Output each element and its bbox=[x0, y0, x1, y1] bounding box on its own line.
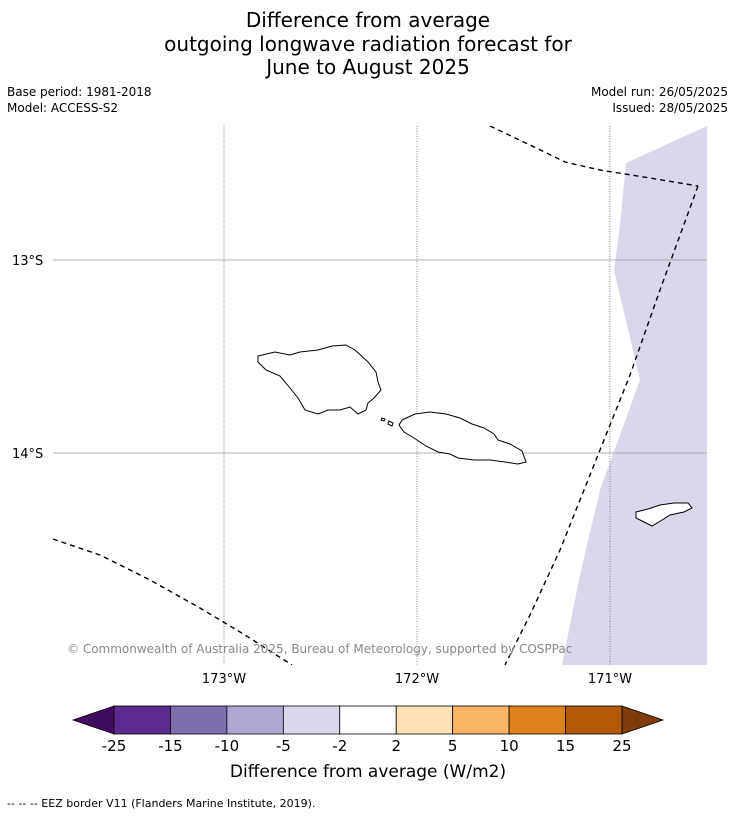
map-figure: © Commonwealth of Australia 2025, Bureau… bbox=[12, 126, 707, 755]
eez-border-north bbox=[489, 126, 699, 187]
colorbar-tick-label: 10 bbox=[500, 737, 519, 755]
colorbar-box bbox=[282, 705, 341, 735]
colorbar-box bbox=[395, 705, 454, 735]
graticule bbox=[53, 259, 707, 454]
colorbar-box bbox=[170, 705, 228, 735]
base-period: Base period: 1981-2018 bbox=[7, 85, 152, 99]
island-manono bbox=[387, 420, 394, 427]
island-upolu bbox=[398, 411, 527, 465]
title-line-3: June to August 2025 bbox=[266, 55, 470, 79]
model-name: Model: ACCESS-S2 bbox=[7, 101, 119, 115]
colorbar-extend-high bbox=[621, 705, 665, 735]
colorbar-tick-label: -5 bbox=[276, 737, 291, 755]
colorbar-box bbox=[113, 705, 171, 735]
island-savaii bbox=[257, 344, 382, 415]
olr-anomaly-region bbox=[562, 126, 707, 665]
colorbar-box bbox=[508, 705, 566, 735]
lat-label-13s: 13°S bbox=[12, 254, 43, 269]
issued-date: Issued: 28/05/2025 bbox=[612, 101, 728, 115]
island-apolima bbox=[380, 417, 386, 422]
lat-label-14s: 14°S bbox=[12, 447, 43, 462]
eez-legend: -- -- -- EEZ border V11 (Flanders Marine… bbox=[7, 797, 316, 810]
title-line-1: Difference from average bbox=[245, 8, 491, 32]
colorbar-tick-label: -25 bbox=[102, 737, 127, 755]
colorbar-box bbox=[452, 705, 510, 735]
copyright-text: © Commonwealth of Australia 2025, Bureau… bbox=[67, 642, 572, 656]
colorbar-tick-label: 2 bbox=[391, 737, 401, 755]
colorbar-tick-label: -15 bbox=[158, 737, 183, 755]
eez-border-east bbox=[504, 185, 699, 665]
colorbar-tick-label: 5 bbox=[448, 737, 458, 755]
colorbar-label: Difference from average (W/m2) bbox=[229, 762, 507, 782]
model-run: Model run: 26/05/2025 bbox=[590, 85, 728, 99]
lon-label-172w: 172°W bbox=[395, 672, 439, 687]
island-tutuila bbox=[635, 502, 693, 527]
lon-label-173w: 173°W bbox=[202, 672, 246, 687]
colorbar: -25 -15 -10 -5 -2 2 5 10 15 25 bbox=[71, 705, 665, 755]
colorbar-box bbox=[339, 705, 397, 735]
colorbar-box bbox=[226, 705, 284, 735]
colorbar-tick-label: -10 bbox=[215, 737, 240, 755]
colorbar-box bbox=[565, 705, 623, 735]
coastlines bbox=[257, 344, 693, 527]
colorbar-tick-label: 15 bbox=[556, 737, 575, 755]
title-line-2: outgoing longwave radiation forecast for bbox=[164, 32, 572, 56]
colorbar-extend-low bbox=[71, 705, 115, 735]
colorbar-tick-label: 25 bbox=[612, 737, 631, 755]
colorbar-tick-label: -2 bbox=[332, 737, 347, 755]
lon-label-171w: 171°W bbox=[588, 672, 632, 687]
